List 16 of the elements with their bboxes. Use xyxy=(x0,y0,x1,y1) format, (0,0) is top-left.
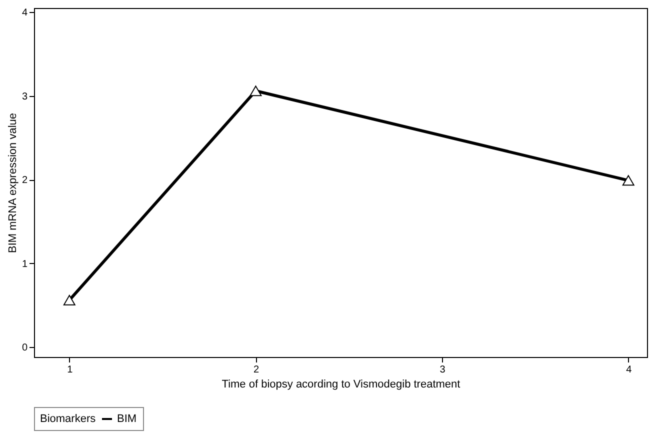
y-tick-label: 0 xyxy=(22,342,28,354)
point xyxy=(250,86,262,96)
legend-label: BIM xyxy=(117,413,137,425)
x-tick-label: 1 xyxy=(67,364,74,376)
y-axis-title: BIM mRNA expression value xyxy=(6,113,19,253)
y-tick-label: 2 xyxy=(22,175,28,186)
legend-title: Biomarkers xyxy=(40,413,96,425)
x-axis-title: Time of biopsy acording to Vismodegib treatment xyxy=(222,378,460,390)
x-tick-label: 3 xyxy=(440,364,446,376)
x-tick-label: 2 xyxy=(253,364,260,376)
x-tick-label: 4 xyxy=(626,364,632,376)
y-tick-label: 4 xyxy=(22,8,28,19)
y-tick-label: 1 xyxy=(22,258,28,270)
point xyxy=(622,175,634,186)
y-tick-label: 3 xyxy=(22,91,28,102)
point xyxy=(63,294,76,306)
